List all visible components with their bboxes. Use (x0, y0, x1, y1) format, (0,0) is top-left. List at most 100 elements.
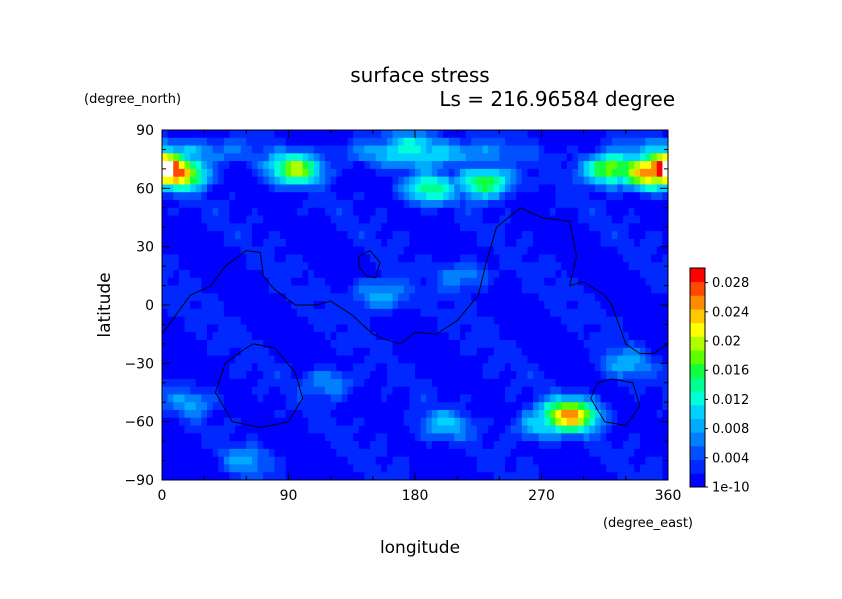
heatmap-cell (459, 200, 467, 209)
heatmap-cell (459, 153, 467, 162)
heatmap-cell (353, 223, 360, 232)
heatmap-cell (415, 394, 422, 403)
heatmap-cell (583, 378, 590, 388)
heatmap-cell (420, 456, 427, 466)
heatmap-cell (375, 308, 382, 318)
heatmap-cell (420, 285, 427, 294)
heatmap-cell (443, 433, 450, 442)
heatmap-cell (471, 215, 478, 224)
heatmap-cell (533, 441, 540, 450)
heatmap-cell (639, 378, 647, 388)
heatmap-cell (274, 153, 281, 162)
heatmap-cell (184, 246, 191, 256)
heatmap-cell (443, 355, 450, 364)
heatmap-cell (409, 316, 416, 326)
heatmap-cell (336, 347, 343, 357)
heatmap-cell (617, 215, 624, 224)
heatmap-cell (611, 347, 618, 357)
heatmap-cell (364, 441, 371, 450)
heatmap-cell (578, 168, 585, 178)
heatmap-cell (319, 270, 326, 279)
heatmap-cell (454, 176, 461, 186)
heatmap-cell (437, 402, 444, 411)
heatmap-cell (454, 192, 461, 201)
heatmap-cell (504, 301, 512, 310)
heatmap-cell (341, 464, 349, 473)
heatmap-cell (341, 301, 349, 310)
heatmap-cell (251, 448, 259, 458)
heatmap-cell (651, 332, 658, 341)
heatmap-cell (510, 417, 517, 427)
heatmap-cell (454, 363, 461, 372)
heatmap-cell (178, 340, 186, 349)
heatmap-cell (162, 168, 169, 178)
heatmap-cell (549, 472, 557, 480)
heatmap-cell (600, 340, 607, 349)
heatmap-cell (420, 371, 427, 380)
heatmap-cell (617, 184, 624, 193)
heatmap-cell (600, 355, 607, 364)
heatmap-cell (415, 207, 422, 217)
heatmap-cell (651, 433, 658, 442)
heatmap-cell (656, 246, 663, 256)
heatmap-cell (617, 130, 624, 139)
heatmap-cell (566, 161, 574, 170)
heatmap-cell (516, 417, 523, 427)
heatmap-cell (572, 386, 579, 396)
heatmap-cell (555, 130, 562, 139)
x-axis-title: longitude (380, 538, 460, 558)
heatmap-cell (426, 293, 433, 302)
heatmap-cell (302, 464, 309, 473)
heatmap-cell (566, 371, 574, 380)
heatmap-cell (246, 277, 253, 287)
heatmap-cell (583, 410, 590, 419)
heatmap-cell (566, 293, 574, 302)
heatmap-cell (285, 254, 292, 263)
heatmap-cell (375, 324, 382, 333)
heatmap-cell (459, 145, 467, 154)
heatmap-cell (218, 168, 225, 178)
heatmap-cell (476, 176, 484, 186)
heatmap-cell (212, 410, 219, 419)
heatmap-cell (285, 137, 292, 147)
heatmap-cell (336, 145, 343, 154)
heatmap-cell (420, 363, 427, 372)
heatmap-cell (313, 207, 321, 217)
heatmap-cell (280, 231, 287, 240)
heatmap-cell (628, 153, 635, 162)
heatmap-cell (600, 200, 607, 209)
heatmap-cell (583, 308, 590, 318)
heatmap-cell (223, 472, 231, 480)
heatmap-cell (353, 161, 360, 170)
heatmap-cell (296, 246, 304, 256)
heatmap-cell (448, 192, 455, 201)
heatmap-cell (280, 223, 287, 232)
heatmap-cell (628, 371, 635, 380)
heatmap-cell (347, 355, 354, 364)
heatmap-cell (420, 176, 427, 186)
heatmap-cell (353, 137, 360, 147)
heatmap-cell (330, 301, 337, 310)
heatmap-cell (325, 386, 332, 396)
heatmap-cell (415, 363, 422, 372)
heatmap-cell (370, 285, 377, 294)
heatmap-cell (420, 472, 427, 480)
heatmap-cell (544, 277, 551, 287)
heatmap-cell (291, 238, 298, 248)
heatmap-cell (538, 254, 545, 263)
heatmap-cell (459, 402, 467, 411)
heatmap-cell (656, 231, 663, 240)
heatmap-cell (398, 456, 405, 466)
heatmap-cell (313, 184, 321, 193)
heatmap-cell (426, 262, 433, 271)
heatmap-cell (358, 371, 365, 380)
heatmap-cell (555, 425, 562, 434)
heatmap-cell (415, 215, 422, 224)
heatmap-cell (572, 238, 579, 248)
heatmap-cell (229, 316, 236, 326)
heatmap-cell (465, 200, 472, 209)
heatmap-cell (392, 448, 399, 458)
heatmap-cell (308, 378, 315, 388)
heatmap-cell (651, 301, 658, 310)
heatmap-cell (268, 386, 276, 396)
